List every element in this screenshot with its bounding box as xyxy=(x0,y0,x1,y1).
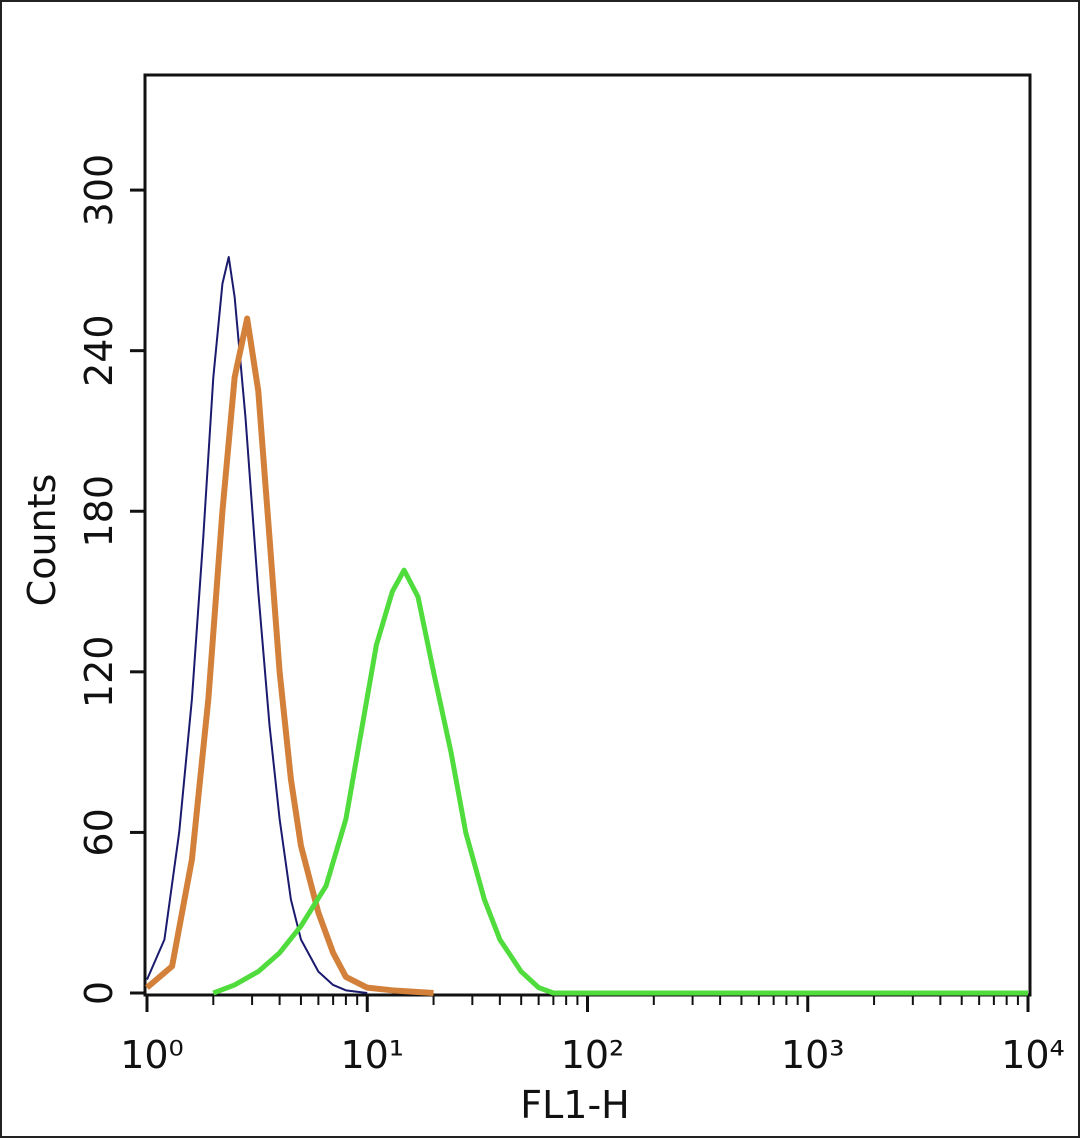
x-tick-label: 10³ xyxy=(781,1033,845,1077)
y-tick-label: 240 xyxy=(77,314,121,387)
x-tick-label: 10¹ xyxy=(340,1033,404,1077)
x-tick-label: 10² xyxy=(561,1033,625,1077)
x-axis-label: FL1-H xyxy=(520,1083,630,1127)
series-line xyxy=(146,255,368,994)
x-tick-label: 10⁰ xyxy=(120,1033,184,1077)
plot-area xyxy=(143,73,1032,997)
y-tick-label: 180 xyxy=(77,475,121,548)
series-line xyxy=(145,315,434,996)
series-line xyxy=(212,567,1028,996)
y-tick-label: 120 xyxy=(77,636,121,709)
y-tick-label: 60 xyxy=(77,808,121,856)
x-tick-label: 10⁴ xyxy=(1001,1033,1065,1077)
y-tick-label: 300 xyxy=(77,154,121,227)
y-tick-label: 0 xyxy=(77,981,121,1005)
y-axis-label: Counts xyxy=(20,474,64,607)
